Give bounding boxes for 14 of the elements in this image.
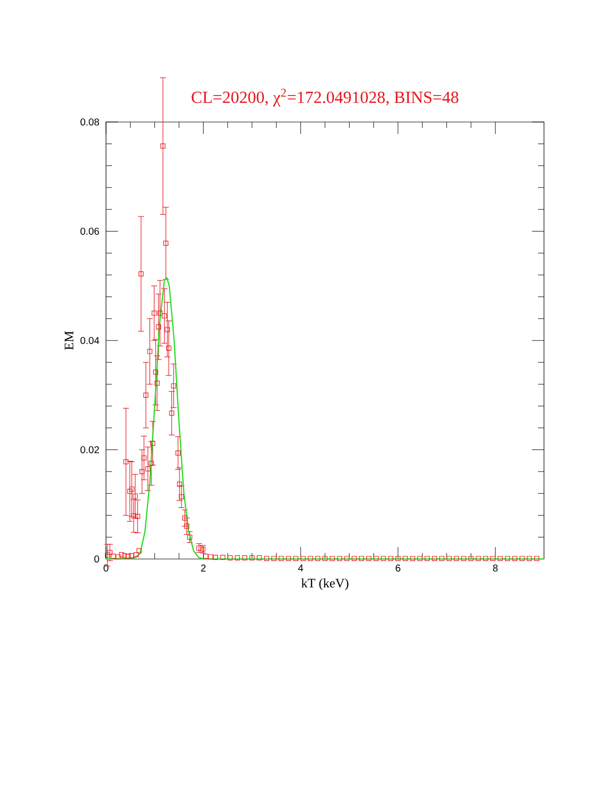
x-tick-label: 4 xyxy=(298,564,304,572)
chart-title: CL=20200, χ$^{2}$=172.0491028, BINS=48 xyxy=(192,88,458,106)
x-tick-label: 2 xyxy=(201,564,206,572)
x-axis-title: kT (keV) xyxy=(301,578,348,590)
line-series xyxy=(105,277,545,560)
x-tick-label: 0 xyxy=(104,564,108,572)
y-tick-label: 0.06 xyxy=(80,228,100,235)
x-tick-label: 8 xyxy=(492,564,498,572)
y-tick-label: 0 xyxy=(94,555,100,563)
y-tick-label: 0.04 xyxy=(80,336,100,344)
y-tick-label: 0.02 xyxy=(80,446,99,454)
x-tick-label: 6 xyxy=(396,564,400,572)
y-axis-title: EM xyxy=(64,331,74,350)
y-tick-label: 0.08 xyxy=(80,118,100,126)
